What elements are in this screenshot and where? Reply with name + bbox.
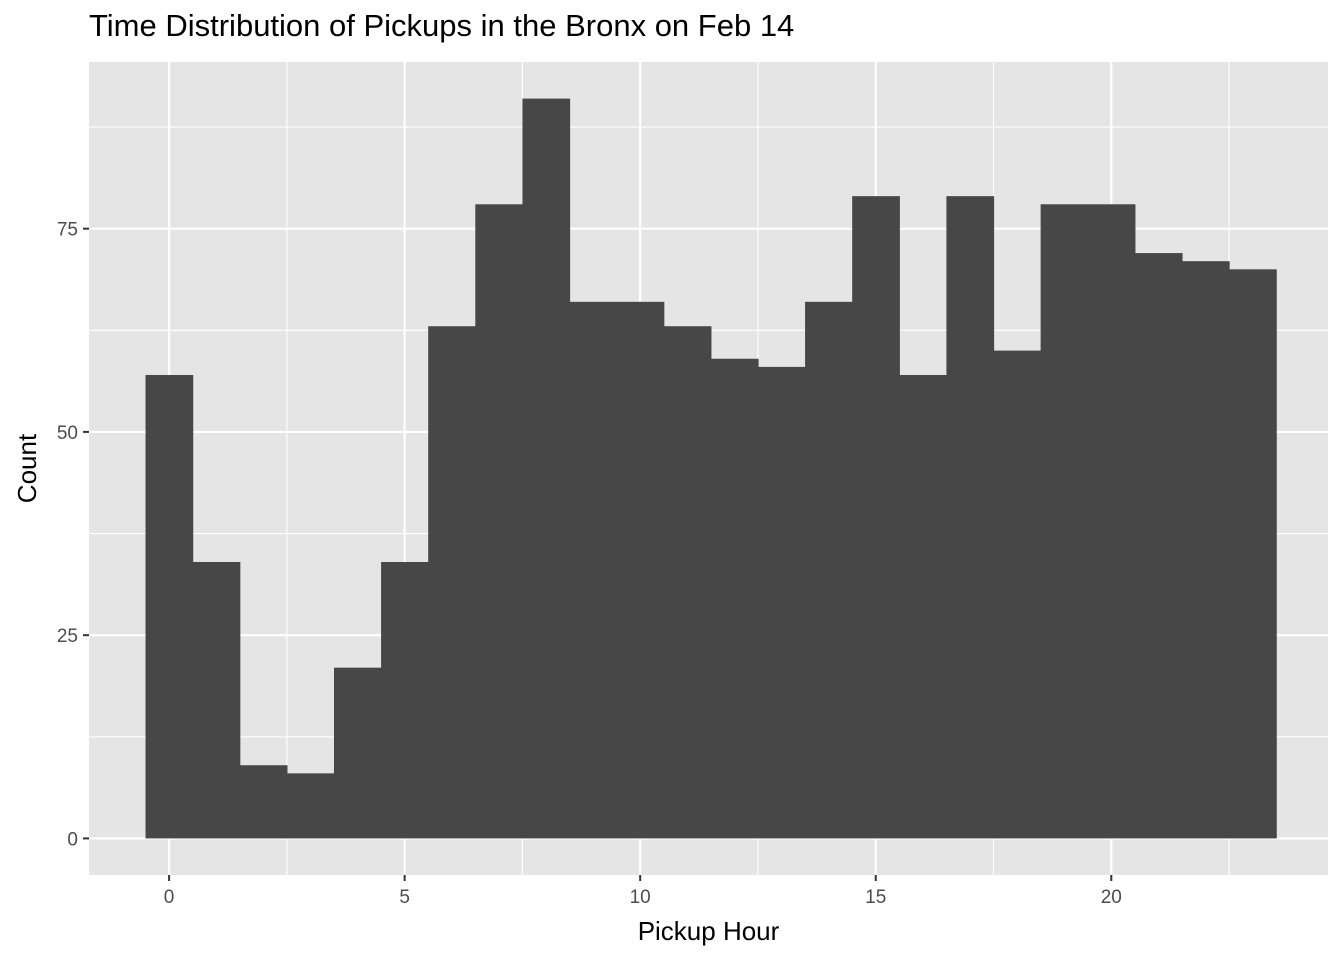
bar [852, 196, 900, 839]
x-tick-label: 5 [399, 887, 410, 908]
bar [192, 561, 241, 839]
x-axis: 0 5 10 15 20 [164, 875, 1122, 908]
x-tick-label: 15 [865, 887, 886, 908]
bar [1040, 204, 1089, 839]
y-axis-title: Count [12, 433, 42, 503]
bars [145, 98, 1277, 839]
bar [993, 350, 1042, 839]
bar [757, 366, 806, 839]
y-axis: 0 25 50 75 [57, 220, 89, 850]
bar [710, 358, 759, 839]
bar [1087, 204, 1136, 839]
bar [1229, 269, 1277, 839]
bar [569, 301, 618, 839]
bar [805, 301, 853, 839]
chart-title: Time Distribution of Pickups in the Bron… [89, 8, 795, 43]
bar [899, 375, 948, 839]
bar [946, 196, 995, 839]
bar [333, 667, 382, 839]
y-tick-label: 25 [57, 626, 78, 647]
x-axis-title: Pickup Hour [638, 916, 780, 946]
bar [239, 765, 288, 839]
bar [145, 375, 194, 839]
bar [286, 773, 335, 839]
bar [522, 98, 571, 839]
x-tick-label: 20 [1101, 887, 1122, 908]
bar [428, 326, 476, 839]
bar [1134, 253, 1183, 839]
bar [475, 204, 524, 839]
y-tick-label: 0 [67, 829, 78, 850]
bar [381, 561, 429, 839]
bar [616, 301, 665, 839]
x-tick-label: 0 [164, 887, 175, 908]
bar [663, 326, 712, 839]
y-tick-label: 75 [57, 220, 78, 241]
y-tick-label: 50 [57, 423, 78, 444]
bar [1181, 261, 1230, 839]
x-tick-label: 10 [630, 887, 651, 908]
